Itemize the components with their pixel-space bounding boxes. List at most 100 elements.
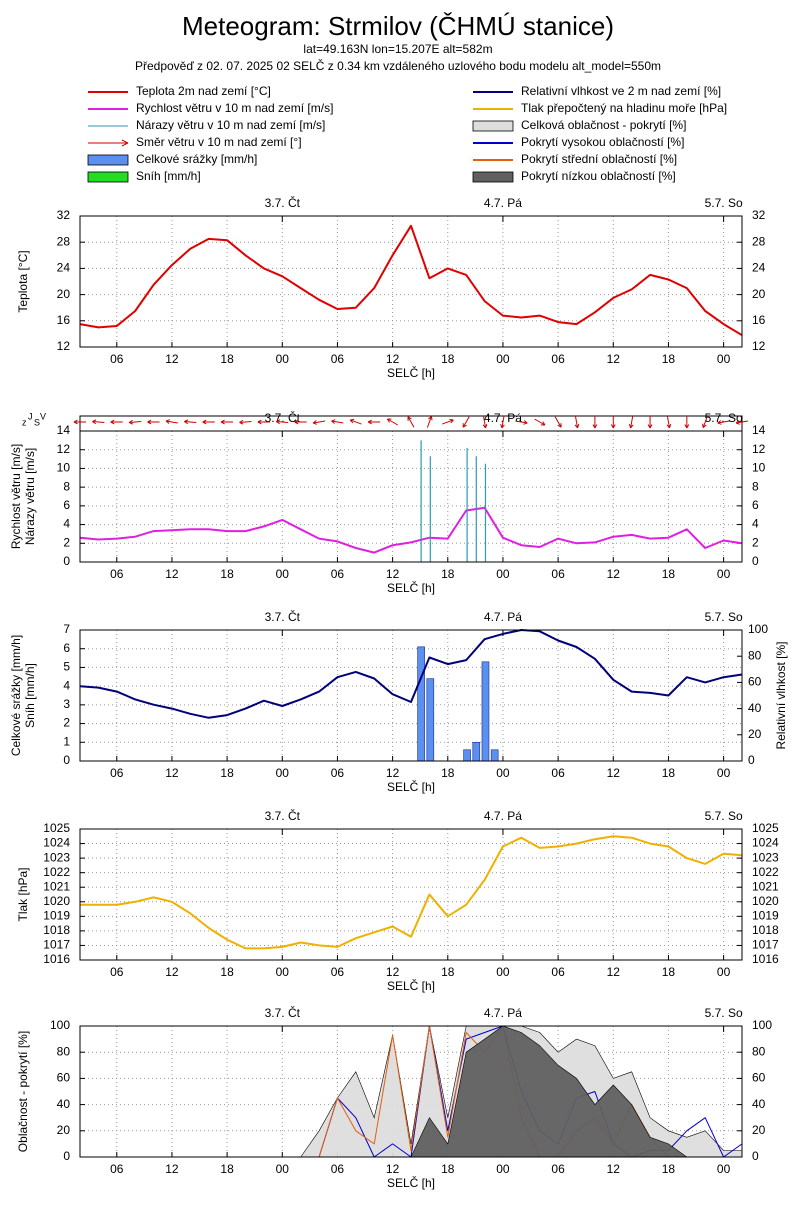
- y2-tick-label: 60: [748, 675, 762, 689]
- wind-arrow-shaft: [702, 416, 708, 428]
- wind-arrow-head: [92, 419, 97, 425]
- x-tick-label: 18: [441, 766, 455, 780]
- x-tick-label: 06: [551, 1162, 565, 1176]
- y-tick-label-right: 28: [752, 234, 766, 248]
- wind-arrow-shaft: [350, 419, 362, 425]
- x-tick-label: 12: [165, 1162, 179, 1176]
- y-tick-label-right: 1018: [752, 923, 779, 937]
- x-tick-label: 00: [717, 352, 731, 366]
- x-axis-label: SELČ [h]: [387, 1175, 435, 1190]
- day-label: 5.7. So: [705, 610, 743, 624]
- y-tick-label-right: 16: [752, 313, 766, 327]
- y-tick-label-right: 12: [752, 442, 766, 456]
- x-tick-label: 06: [551, 965, 565, 979]
- y-tick-label-right: 1017: [752, 938, 779, 952]
- wind-arrow-head: [523, 420, 528, 425]
- direction-axis-label: S: [34, 417, 40, 427]
- y-tick-label: 4: [63, 678, 70, 692]
- x-tick-label: 18: [662, 766, 676, 780]
- wind-arrow-shaft: [426, 416, 432, 428]
- series-bar: [426, 678, 435, 762]
- y-tick-label: 24: [57, 261, 71, 275]
- y-tick-label: 14: [57, 423, 71, 437]
- wind-arrow-shaft: [92, 420, 105, 424]
- y-tick-label: 100: [50, 1018, 70, 1032]
- direction-axis-label: V: [40, 411, 46, 421]
- plot-frame: [79, 828, 743, 961]
- wind-arrow-head: [717, 420, 722, 425]
- x-tick-label: 18: [220, 766, 234, 780]
- legend-label: Pokrytí střední oblačností [%]: [521, 152, 677, 166]
- y-tick-label-right: 1025: [752, 821, 779, 835]
- x-tick-label: 18: [662, 567, 676, 581]
- wind-arrow-shaft: [554, 416, 562, 428]
- x-tick-label: 00: [276, 352, 290, 366]
- wind-arrow-head: [407, 416, 412, 421]
- wind-arrow-head: [294, 419, 299, 425]
- x-tick-label: 18: [662, 1162, 676, 1176]
- wind-arrow-shaft: [165, 420, 178, 424]
- x-tick-label: 06: [551, 766, 565, 780]
- wind-arrow-head: [574, 423, 580, 429]
- wind-arrow: [515, 420, 528, 425]
- wind-arrow-head: [449, 418, 454, 424]
- x-tick-label: 12: [165, 766, 179, 780]
- y-axis-label: Oblačnost - pokrytí [%]: [16, 1031, 30, 1152]
- wind-arrow: [92, 419, 105, 425]
- x-tick-label: 12: [386, 1162, 400, 1176]
- y2-tick-label: 80: [748, 648, 762, 662]
- wind-arrow: [367, 419, 381, 425]
- y-tick-label: 40: [57, 1097, 71, 1111]
- wind-arrow: [647, 416, 653, 429]
- wind-arrow-shaft: [276, 420, 289, 424]
- y-tick-label: 0: [63, 753, 70, 767]
- wind-arrow-head: [735, 420, 741, 425]
- day-label: 3.7. Čt: [265, 609, 301, 624]
- x-tick-label: 18: [220, 352, 234, 366]
- wind-arrow-head: [220, 419, 225, 425]
- y-tick-label-right: 1021: [752, 879, 779, 893]
- note: Předpověď z 02. 07. 2025 02 SELČ z 0.34 …: [135, 58, 661, 73]
- wind-arrow-head: [592, 424, 598, 429]
- x-tick-label: 06: [110, 965, 124, 979]
- x-tick-label: 00: [717, 766, 731, 780]
- direction-axis-label: J: [28, 411, 33, 421]
- y-tick-label-right: 1023: [752, 850, 779, 864]
- wind-arrow: [73, 419, 86, 425]
- wind-arrow: [220, 419, 234, 425]
- wind-arrow: [165, 419, 178, 424]
- y-tick-label: 7: [63, 622, 70, 636]
- legend-label: Celková oblačnost - pokrytí [%]: [521, 118, 686, 132]
- wind-arrow-head: [500, 423, 505, 429]
- plot-frame: [79, 215, 743, 348]
- x-tick-label: 18: [441, 965, 455, 979]
- x-axis-label: SELČ [h]: [387, 580, 435, 595]
- wind-arrow: [628, 416, 634, 429]
- y-tick-label: 6: [63, 641, 70, 655]
- day-label: 5.7. So: [705, 411, 743, 425]
- wind-arrow: [717, 420, 730, 425]
- wind-arrow: [239, 419, 252, 425]
- legend-swatch: [472, 171, 514, 183]
- x-tick-label: 18: [441, 567, 455, 581]
- wind-arrow-head: [684, 424, 690, 429]
- legend-swatch: [87, 154, 129, 166]
- x-tick-label: 00: [496, 766, 510, 780]
- wind-arrow-head: [73, 419, 78, 425]
- wind-arrow: [534, 418, 546, 426]
- y-tick-label: 3: [63, 697, 70, 711]
- y-tick-label: 1022: [43, 865, 70, 879]
- y-tick-label: 80: [57, 1044, 71, 1058]
- y-tick-label: 1017: [43, 938, 70, 952]
- day-label: 3.7. Čt: [265, 195, 301, 210]
- legend-label: Tlak přepočtený na hladinu moře [hPa]: [521, 101, 727, 115]
- x-axis-label: SELČ [h]: [387, 978, 435, 993]
- legend-label: Sníh [mm/h]: [136, 169, 201, 183]
- x-tick-label: 00: [717, 567, 731, 581]
- x-tick-label: 18: [220, 965, 234, 979]
- x-tick-label: 00: [276, 766, 290, 780]
- wind-arrow-shaft: [184, 420, 197, 424]
- x-tick-label: 00: [276, 567, 290, 581]
- plot-frame: [79, 1025, 743, 1158]
